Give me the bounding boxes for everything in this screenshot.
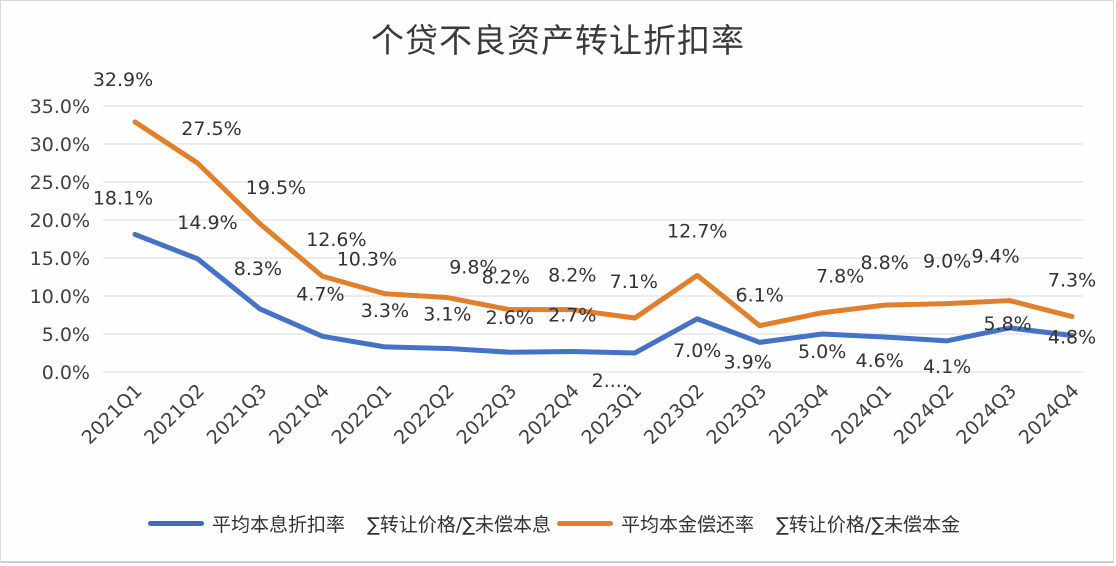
series-line-principal-repayment[interactable] — [132, 119, 1075, 329]
data-label: 7.3% — [1048, 270, 1096, 292]
x-tick-label: 2021Q1 — [78, 380, 147, 449]
legend-note: ∑转让价格/∑未偿本息 — [367, 514, 552, 536]
legend-item-principal-interest-discount[interactable]: 平均本息折扣率 ∑转让价格/∑未偿本息 — [148, 510, 551, 537]
x-tick-label: 2024Q3 — [952, 380, 1021, 449]
data-label: 7.1% — [610, 271, 658, 293]
data-label: 10.3% — [337, 249, 397, 271]
y-tick-label: 15.0% — [30, 248, 90, 270]
chart-title: 个贷不良资产转让折扣率 — [371, 21, 745, 60]
x-tick-label: 2024Q1 — [827, 380, 896, 449]
x-tick-label: 2021Q3 — [203, 380, 272, 449]
data-label: 8.2% — [482, 267, 530, 289]
x-tick-label: 2024Q2 — [890, 380, 959, 449]
y-tick-label: 20.0% — [30, 210, 90, 232]
data-label: 2.6% — [486, 307, 534, 329]
data-label: 7.8% — [816, 266, 864, 288]
x-tick-label: 2022Q1 — [328, 380, 397, 449]
x-tick-label: 2024Q4 — [1015, 380, 1084, 449]
x-tick-label: 2023Q3 — [702, 380, 771, 449]
x-tick-label: 2021Q2 — [140, 380, 209, 449]
data-label: 2.7% — [548, 304, 596, 326]
legend-note: ∑转让价格/∑未偿本金 — [776, 514, 961, 536]
data-label: 32.9% — [93, 69, 153, 91]
legend-label: 平均本息折扣率 — [212, 514, 346, 536]
data-label: 14.9% — [177, 212, 237, 234]
x-tick-label: 2022Q3 — [452, 380, 521, 449]
data-label: 3.9% — [724, 351, 772, 373]
data-label: 3.1% — [423, 303, 471, 325]
data-label: 9.8% — [449, 257, 497, 279]
y-tick-label: 30.0% — [30, 134, 90, 156]
data-label: 4.7% — [296, 283, 344, 305]
data-label: 12.6% — [306, 229, 366, 251]
data-label: 8.8% — [860, 252, 908, 274]
y-tick-label: 10.0% — [30, 286, 90, 308]
x-tick-label: 2022Q2 — [390, 380, 459, 449]
data-label: 8.2% — [548, 265, 596, 287]
data-label: 5.8% — [983, 313, 1031, 335]
blue-line-swatch-icon — [148, 521, 204, 526]
data-label: 5.0% — [798, 341, 846, 363]
orange-line-swatch-icon — [557, 521, 613, 526]
data-label: 4.6% — [855, 350, 903, 372]
y-tick-label: 25.0% — [30, 172, 90, 194]
data-label: 4.1% — [923, 356, 971, 378]
x-tick-label: 2023Q4 — [765, 380, 834, 449]
x-tick-label: 2022Q4 — [515, 380, 584, 449]
data-label: 2.... — [592, 370, 628, 392]
data-label: 9.0% — [923, 251, 971, 273]
x-tick-label: 2021Q4 — [265, 380, 334, 449]
data-label: 9.4% — [971, 246, 1019, 268]
data-label: 27.5% — [181, 118, 241, 140]
data-label: 6.1% — [736, 285, 784, 307]
data-label: 19.5% — [246, 177, 306, 199]
legend-item-principal-repayment-rate[interactable]: 平均本金偿还率 ∑转让价格/∑未偿本金 — [557, 510, 960, 537]
legend: 平均本息折扣率 ∑转让价格/∑未偿本息 平均本金偿还率 ∑转让价格/∑未偿本金 — [0, 510, 1116, 540]
data-label: 3.3% — [361, 300, 409, 322]
y-tick-label: 35.0% — [30, 96, 90, 118]
y-tick-label: 0.0% — [42, 362, 90, 384]
data-label: 4.8% — [1048, 327, 1096, 349]
series-line-principal-interest[interactable] — [132, 231, 1075, 356]
x-tick-label: 2023Q2 — [640, 380, 709, 449]
data-label: 8.3% — [234, 258, 282, 280]
data-label: 12.7% — [667, 220, 727, 242]
y-tick-label: 5.0% — [42, 324, 90, 346]
data-label: 18.1% — [93, 187, 153, 209]
data-label: 7.0% — [673, 340, 721, 362]
legend-label: 平均本金偿还率 — [621, 514, 755, 536]
